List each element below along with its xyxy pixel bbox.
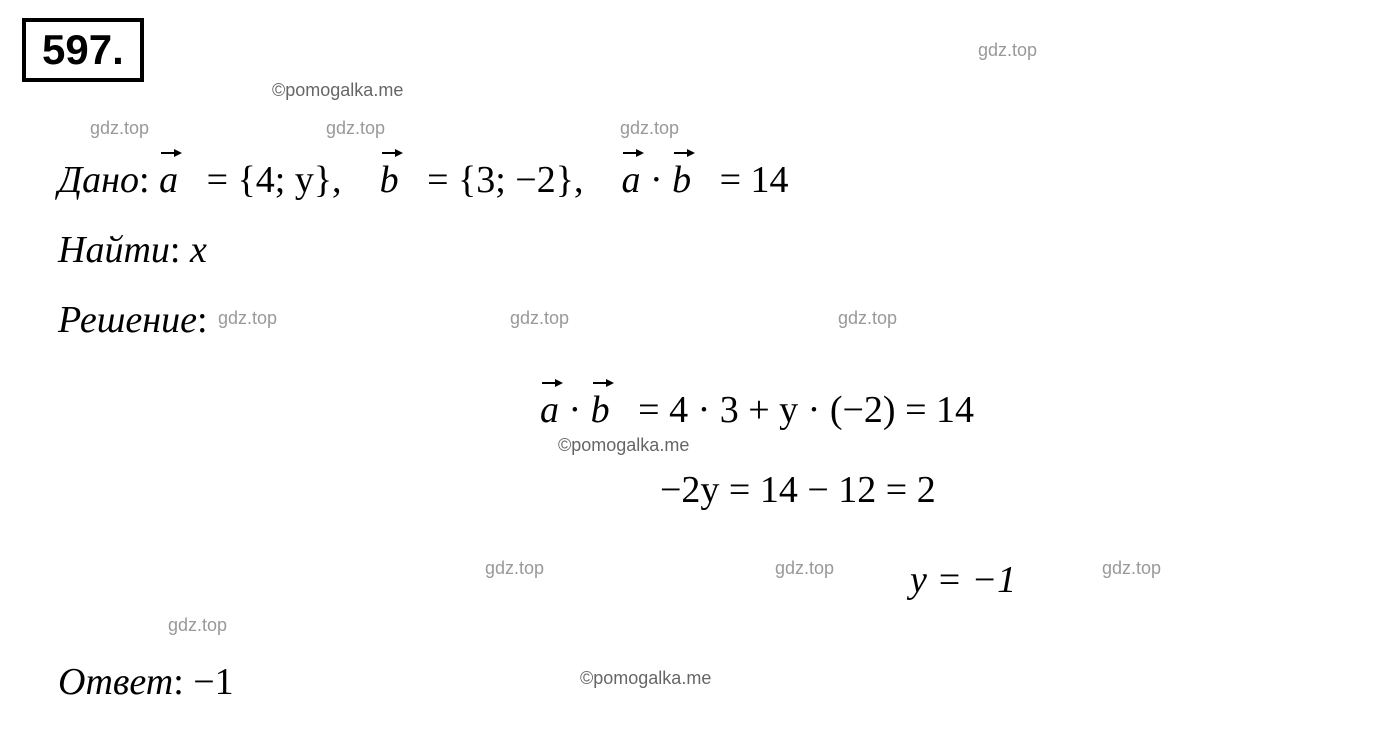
watermark-gdz: gdz.top bbox=[838, 308, 897, 329]
find-label: Найти bbox=[58, 229, 170, 271]
solution-label: Решение bbox=[58, 299, 197, 341]
dot-product-rhs: = 14 bbox=[720, 159, 789, 201]
solution-line-2: −2y = 14 − 12 = 2 bbox=[660, 468, 936, 512]
sol-line1-rest: = 4 · 3 + y · (−2) = 14 bbox=[638, 389, 974, 431]
watermark-gdz: gdz.top bbox=[218, 308, 277, 329]
given-label: Дано bbox=[58, 159, 139, 201]
watermark-gdz: gdz.top bbox=[510, 308, 569, 329]
sol-line2-text: −2y = 14 − 12 = 2 bbox=[660, 469, 936, 511]
watermark-pomo: ©pomogalka.me bbox=[580, 668, 711, 689]
sol-vec-a: a bbox=[540, 388, 559, 432]
watermark-gdz: gdz.top bbox=[978, 40, 1037, 61]
answer-value: −1 bbox=[193, 661, 233, 703]
solution-line-1: a · b = 4 · 3 + y · (−2) = 14 bbox=[540, 388, 974, 432]
dot-b: b bbox=[672, 158, 691, 202]
sol-vec-b: b bbox=[591, 388, 610, 432]
vector-a: a bbox=[159, 158, 178, 202]
watermark-gdz: gdz.top bbox=[620, 118, 679, 139]
watermark-pomo: ©pomogalka.me bbox=[558, 435, 689, 456]
problem-number: 597. bbox=[22, 18, 144, 82]
watermark-gdz: gdz.top bbox=[485, 558, 544, 579]
dot-a: a bbox=[621, 158, 640, 202]
solution-label-line: Решение: bbox=[58, 298, 208, 342]
answer-label: Ответ bbox=[58, 661, 173, 703]
vector-a-value: = {4; y}, bbox=[207, 159, 342, 201]
watermark-gdz: gdz.top bbox=[1102, 558, 1161, 579]
find-value: x bbox=[190, 229, 207, 271]
solution-line-3: y = −1 bbox=[910, 558, 1016, 602]
watermark-pomo: ©pomogalka.me bbox=[272, 80, 403, 101]
given-line: Дано: a = {4; y}, b = {3; −2}, a · b = 1… bbox=[58, 158, 789, 202]
watermark-gdz: gdz.top bbox=[775, 558, 834, 579]
answer-line: Ответ: −1 bbox=[58, 660, 234, 704]
vector-b-value: = {3; −2}, bbox=[427, 159, 583, 201]
watermark-gdz: gdz.top bbox=[90, 118, 149, 139]
watermark-gdz: gdz.top bbox=[168, 615, 227, 636]
vector-b: b bbox=[380, 158, 399, 202]
watermark-gdz: gdz.top bbox=[326, 118, 385, 139]
find-line: Найти: x bbox=[58, 228, 207, 272]
sol-line3-text: y = −1 bbox=[910, 559, 1016, 601]
